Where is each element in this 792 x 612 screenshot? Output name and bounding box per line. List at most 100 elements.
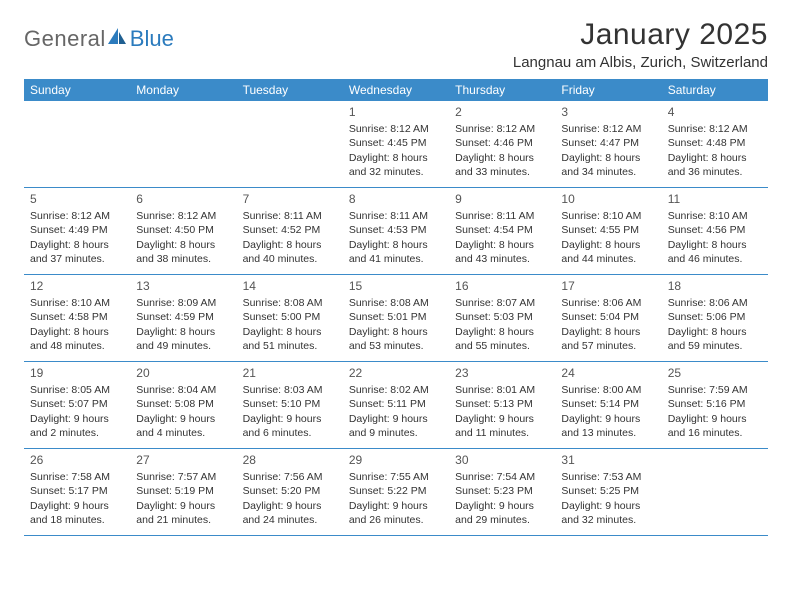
day-cell: 4Sunrise: 8:12 AMSunset: 4:48 PMDaylight… xyxy=(662,101,768,187)
daylight-text-2: and 18 minutes. xyxy=(30,513,124,527)
location-text: Langnau am Albis, Zurich, Switzerland xyxy=(513,54,768,71)
day-cell: 10Sunrise: 8:10 AMSunset: 4:55 PMDayligh… xyxy=(555,188,661,274)
calendar-page: General Blue January 2025 Langnau am Alb… xyxy=(0,0,792,612)
sunrise-text: Sunrise: 7:56 AM xyxy=(243,470,337,484)
sunrise-text: Sunrise: 8:08 AM xyxy=(243,296,337,310)
sunrise-text: Sunrise: 8:03 AM xyxy=(243,383,337,397)
week-row: 1Sunrise: 8:12 AMSunset: 4:45 PMDaylight… xyxy=(24,101,768,188)
daylight-text-1: Daylight: 8 hours xyxy=(30,238,124,252)
sunset-text: Sunset: 4:56 PM xyxy=(668,223,762,237)
day-cell: 6Sunrise: 8:12 AMSunset: 4:50 PMDaylight… xyxy=(130,188,236,274)
empty-day-cell xyxy=(130,101,236,187)
daylight-text-2: and 2 minutes. xyxy=(30,426,124,440)
day-number: 27 xyxy=(136,452,230,468)
daylight-text-1: Daylight: 8 hours xyxy=(136,238,230,252)
sunrise-text: Sunrise: 8:12 AM xyxy=(349,122,443,136)
day-cell: 2Sunrise: 8:12 AMSunset: 4:46 PMDaylight… xyxy=(449,101,555,187)
sunrise-text: Sunrise: 7:55 AM xyxy=(349,470,443,484)
sunset-text: Sunset: 5:11 PM xyxy=(349,397,443,411)
sunrise-text: Sunrise: 8:12 AM xyxy=(455,122,549,136)
sunrise-text: Sunrise: 7:57 AM xyxy=(136,470,230,484)
day-cell: 18Sunrise: 8:06 AMSunset: 5:06 PMDayligh… xyxy=(662,275,768,361)
brand-part2: Blue xyxy=(130,26,174,52)
day-number: 29 xyxy=(349,452,443,468)
day-number: 11 xyxy=(668,191,762,207)
sunset-text: Sunset: 5:14 PM xyxy=(561,397,655,411)
daylight-text-1: Daylight: 8 hours xyxy=(30,325,124,339)
sunset-text: Sunset: 4:47 PM xyxy=(561,136,655,150)
daylight-text-1: Daylight: 9 hours xyxy=(668,412,762,426)
sunset-text: Sunset: 4:53 PM xyxy=(349,223,443,237)
sunset-text: Sunset: 4:46 PM xyxy=(455,136,549,150)
daylight-text-2: and 13 minutes. xyxy=(561,426,655,440)
daylight-text-2: and 53 minutes. xyxy=(349,339,443,353)
sunrise-text: Sunrise: 8:00 AM xyxy=(561,383,655,397)
sunrise-text: Sunrise: 7:59 AM xyxy=(668,383,762,397)
sunset-text: Sunset: 5:25 PM xyxy=(561,484,655,498)
day-cell: 13Sunrise: 8:09 AMSunset: 4:59 PMDayligh… xyxy=(130,275,236,361)
sunset-text: Sunset: 5:03 PM xyxy=(455,310,549,324)
daylight-text-1: Daylight: 8 hours xyxy=(349,151,443,165)
week-row: 26Sunrise: 7:58 AMSunset: 5:17 PMDayligh… xyxy=(24,449,768,536)
sunrise-text: Sunrise: 8:12 AM xyxy=(668,122,762,136)
day-number: 25 xyxy=(668,365,762,381)
sunrise-text: Sunrise: 8:11 AM xyxy=(349,209,443,223)
sunrise-text: Sunrise: 8:06 AM xyxy=(561,296,655,310)
sunset-text: Sunset: 5:08 PM xyxy=(136,397,230,411)
day-cell: 15Sunrise: 8:08 AMSunset: 5:01 PMDayligh… xyxy=(343,275,449,361)
sunset-text: Sunset: 5:13 PM xyxy=(455,397,549,411)
sunset-text: Sunset: 5:07 PM xyxy=(30,397,124,411)
daylight-text-2: and 55 minutes. xyxy=(455,339,549,353)
weekday-header: Sunday xyxy=(24,79,130,101)
sunrise-text: Sunrise: 8:04 AM xyxy=(136,383,230,397)
daylight-text-2: and 33 minutes. xyxy=(455,165,549,179)
day-cell: 21Sunrise: 8:03 AMSunset: 5:10 PMDayligh… xyxy=(237,362,343,448)
daylight-text-2: and 43 minutes. xyxy=(455,252,549,266)
brand-logo: General Blue xyxy=(24,26,174,52)
daylight-text-2: and 48 minutes. xyxy=(30,339,124,353)
daylight-text-1: Daylight: 8 hours xyxy=(561,151,655,165)
day-number: 4 xyxy=(668,104,762,120)
daylight-text-1: Daylight: 9 hours xyxy=(455,499,549,513)
month-title: January 2025 xyxy=(513,18,768,52)
calendar-grid: SundayMondayTuesdayWednesdayThursdayFrid… xyxy=(24,79,768,536)
day-cell: 24Sunrise: 8:00 AMSunset: 5:14 PMDayligh… xyxy=(555,362,661,448)
day-number: 16 xyxy=(455,278,549,294)
daylight-text-2: and 21 minutes. xyxy=(136,513,230,527)
daylight-text-1: Daylight: 9 hours xyxy=(349,412,443,426)
day-number: 7 xyxy=(243,191,337,207)
daylight-text-1: Daylight: 8 hours xyxy=(349,238,443,252)
page-header: General Blue January 2025 Langnau am Alb… xyxy=(24,18,768,71)
day-number: 23 xyxy=(455,365,549,381)
title-block: January 2025 Langnau am Albis, Zurich, S… xyxy=(513,18,768,71)
sunrise-text: Sunrise: 8:01 AM xyxy=(455,383,549,397)
sunset-text: Sunset: 4:58 PM xyxy=(30,310,124,324)
daylight-text-2: and 6 minutes. xyxy=(243,426,337,440)
daylight-text-2: and 4 minutes. xyxy=(136,426,230,440)
daylight-text-2: and 32 minutes. xyxy=(349,165,443,179)
daylight-text-1: Daylight: 9 hours xyxy=(30,412,124,426)
sunrise-text: Sunrise: 8:06 AM xyxy=(668,296,762,310)
daylight-text-2: and 24 minutes. xyxy=(243,513,337,527)
day-number: 10 xyxy=(561,191,655,207)
empty-day-cell xyxy=(24,101,130,187)
day-number: 28 xyxy=(243,452,337,468)
day-cell: 20Sunrise: 8:04 AMSunset: 5:08 PMDayligh… xyxy=(130,362,236,448)
sunrise-text: Sunrise: 7:58 AM xyxy=(30,470,124,484)
day-number: 24 xyxy=(561,365,655,381)
week-row: 19Sunrise: 8:05 AMSunset: 5:07 PMDayligh… xyxy=(24,362,768,449)
daylight-text-1: Daylight: 8 hours xyxy=(136,325,230,339)
day-cell: 8Sunrise: 8:11 AMSunset: 4:53 PMDaylight… xyxy=(343,188,449,274)
day-cell: 25Sunrise: 7:59 AMSunset: 5:16 PMDayligh… xyxy=(662,362,768,448)
daylight-text-1: Daylight: 8 hours xyxy=(668,151,762,165)
daylight-text-1: Daylight: 8 hours xyxy=(349,325,443,339)
day-cell: 29Sunrise: 7:55 AMSunset: 5:22 PMDayligh… xyxy=(343,449,449,535)
day-number: 1 xyxy=(349,104,443,120)
sunrise-text: Sunrise: 8:05 AM xyxy=(30,383,124,397)
day-cell: 1Sunrise: 8:12 AMSunset: 4:45 PMDaylight… xyxy=(343,101,449,187)
day-number: 13 xyxy=(136,278,230,294)
sunrise-text: Sunrise: 8:08 AM xyxy=(349,296,443,310)
sunset-text: Sunset: 4:50 PM xyxy=(136,223,230,237)
daylight-text-1: Daylight: 8 hours xyxy=(561,325,655,339)
day-number: 3 xyxy=(561,104,655,120)
